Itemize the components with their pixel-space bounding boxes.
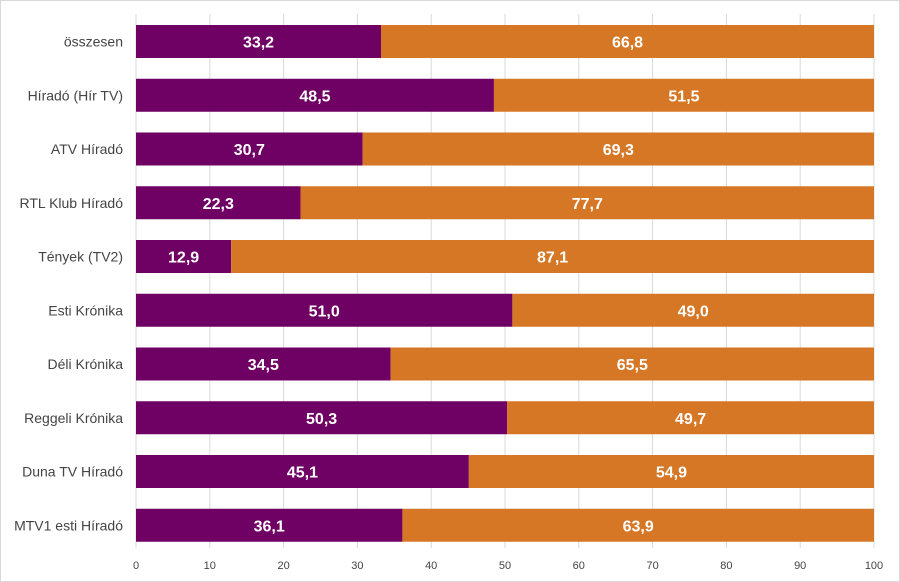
category-label: Reggeli Krónika <box>24 410 123 426</box>
x-tick-label: 70 <box>646 560 658 572</box>
category-label: RTL Klub Híradó <box>20 195 124 211</box>
bar-segment <box>136 347 391 381</box>
data-label: 51,5 <box>668 88 699 105</box>
bar-segment <box>136 78 494 112</box>
x-tick-label: 50 <box>499 560 511 572</box>
data-label: 50,3 <box>306 411 337 428</box>
data-label: 33,2 <box>243 35 274 52</box>
data-label: 77,7 <box>572 196 603 213</box>
data-label: 34,5 <box>248 357 279 374</box>
data-label: 87,1 <box>537 250 568 267</box>
data-label: 49,0 <box>678 303 709 320</box>
bar-segment <box>381 25 874 58</box>
bar-segment <box>300 186 875 220</box>
x-tick-label: 90 <box>794 560 806 572</box>
data-label: 45,1 <box>287 465 318 482</box>
bar-segment <box>136 455 469 488</box>
data-label: 49,7 <box>675 411 706 428</box>
bar-segment <box>493 78 874 112</box>
x-tick-label: 0 <box>133 560 139 572</box>
x-tick-label: 10 <box>204 560 216 572</box>
bar-segment <box>512 293 874 327</box>
data-label: 51,0 <box>309 303 340 320</box>
bar-segment <box>362 132 874 166</box>
bar-segment <box>402 508 874 542</box>
bar-segment <box>136 186 301 220</box>
data-label: 30,7 <box>234 142 265 159</box>
data-label: 12,9 <box>168 250 199 267</box>
data-label: 22,3 <box>203 196 234 213</box>
bar-segment <box>136 25 382 58</box>
category-label: ATV Híradó <box>51 141 123 157</box>
bar-segment <box>136 401 508 435</box>
data-label: 54,9 <box>656 465 687 482</box>
bar-segment <box>136 293 513 327</box>
x-tick-label: 20 <box>277 560 289 572</box>
category-label: Tények (TV2) <box>38 249 123 265</box>
x-tick-label: 30 <box>351 560 363 572</box>
x-tick-label: 100 <box>865 560 883 572</box>
data-label: 69,3 <box>603 142 634 159</box>
category-label: MTV1 esti Híradó <box>14 517 123 533</box>
category-label: Híradó (Hír TV) <box>28 87 123 103</box>
data-label: 63,9 <box>623 518 654 535</box>
bar-segment <box>136 240 232 273</box>
data-label: 66,8 <box>612 35 643 52</box>
bar-segment <box>507 401 874 435</box>
bar-segment <box>136 508 403 542</box>
bar-segment <box>231 240 874 273</box>
category-label: Déli Krónika <box>48 356 124 372</box>
x-tick-label: 60 <box>573 560 585 572</box>
data-label: 36,1 <box>254 518 285 535</box>
x-tick-label: 80 <box>720 560 732 572</box>
data-label: 48,5 <box>299 88 330 105</box>
category-label: Esti Krónika <box>48 302 123 318</box>
x-tick-label: 40 <box>425 560 437 572</box>
category-label: Duna TV Híradó <box>22 464 123 480</box>
bar-segment <box>390 347 874 381</box>
bar-segment <box>468 455 874 488</box>
bar-segment <box>136 132 363 166</box>
data-label: 65,5 <box>617 357 648 374</box>
category-label: összesen <box>64 34 123 50</box>
